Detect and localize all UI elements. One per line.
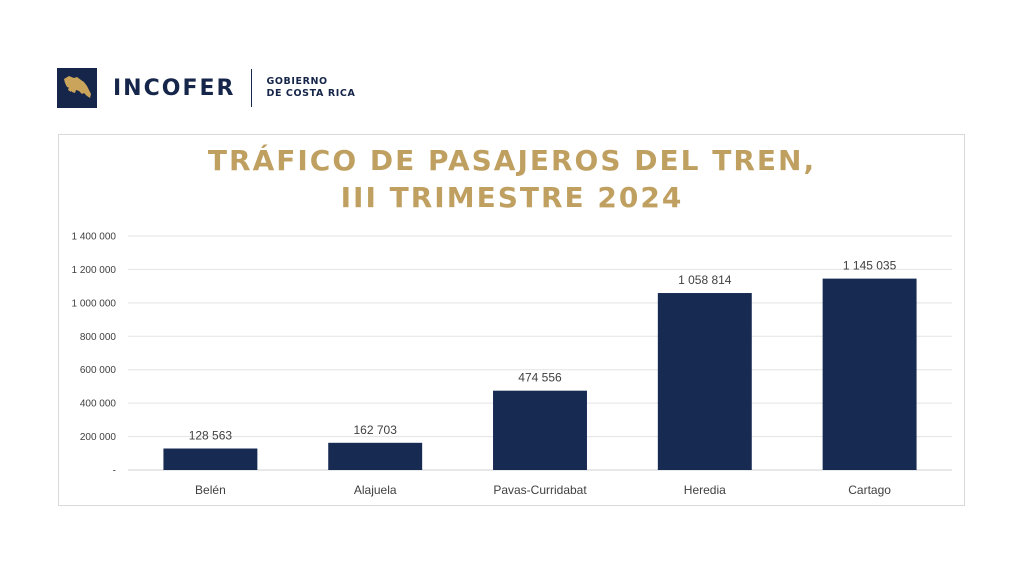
y-tick-label: 200 000 [80, 432, 117, 443]
x-category-label: Alajuela [354, 483, 397, 497]
header-divider [251, 69, 253, 107]
y-tick-label: 600 000 [80, 365, 117, 376]
y-tick-label: 800 000 [80, 332, 117, 343]
header: INCOFER GOBIERNO DE COSTA RICA [57, 68, 355, 108]
y-tick-label: 1 000 000 [72, 298, 117, 309]
data-label: 162 703 [354, 423, 398, 437]
x-category-label: Belén [195, 483, 226, 497]
data-label: 1 145 035 [843, 259, 897, 273]
bar [493, 390, 587, 470]
logo [57, 68, 97, 108]
chart-title-line-2: III TRIMESTRE 2024 [340, 181, 684, 214]
y-tick-label: 1 200 000 [72, 265, 117, 276]
x-category-label: Pavas-Curridabat [493, 483, 587, 497]
x-category-label: Cartago [848, 483, 891, 497]
bar [657, 293, 752, 470]
data-label: 128 563 [189, 429, 233, 443]
data-label: 1 058 814 [678, 273, 732, 287]
data-label: 474 556 [518, 371, 562, 385]
bar [822, 278, 917, 470]
government-label: GOBIERNO DE COSTA RICA [266, 76, 355, 100]
x-category-label: Heredia [684, 483, 726, 497]
gov-line-1: GOBIERNO [266, 76, 328, 87]
y-tick-label: 1 400 000 [72, 232, 117, 243]
y-tick-label: - [113, 466, 116, 477]
gov-line-2: DE COSTA RICA [266, 88, 356, 99]
y-tick-label: 400 000 [80, 399, 117, 410]
costa-rica-map-icon [64, 76, 91, 98]
bar [328, 442, 423, 470]
brand-name: INCOFER [113, 75, 236, 101]
bar [163, 448, 258, 470]
chart-title-line-1: TRÁFICO DE PASAJEROS DEL TREN, [207, 144, 817, 177]
chart-title: TRÁFICO DE PASAJEROS DEL TREN, III TRIME… [0, 142, 1024, 216]
